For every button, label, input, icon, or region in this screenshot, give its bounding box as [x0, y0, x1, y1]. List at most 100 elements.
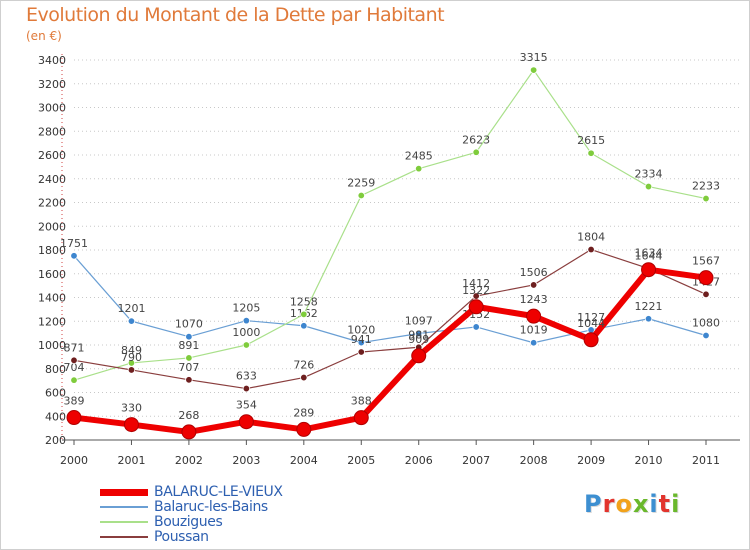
data-label-balaruc-les-bains: 1751 — [60, 237, 88, 250]
data-point-bouzigues — [300, 310, 308, 319]
data-label-bouzigues: 849 — [121, 344, 142, 357]
data-label-poussan: 871 — [64, 341, 85, 354]
data-point-balaruc-le-vieux — [526, 308, 542, 324]
y-tick-label: 1600 — [38, 268, 66, 281]
data-label-bouzigues: 891 — [178, 339, 199, 352]
data-point-bouzigues — [242, 341, 251, 349]
x-tick-label: 2007 — [462, 454, 490, 467]
data-label-bouzigues: 704 — [64, 361, 85, 374]
data-point-poussan — [529, 281, 538, 289]
data-label-balaruc-les-bains: 1097 — [405, 314, 433, 327]
series-line-balaruc-les-bains — [73, 255, 707, 344]
data-point-balaruc-le-vieux — [181, 424, 197, 440]
data-point-bouzigues — [185, 354, 193, 362]
y-tick-label: 2000 — [38, 220, 66, 233]
x-tick-label: 2006 — [405, 454, 433, 467]
data-label-balaruc-le-vieux: 268 — [178, 409, 199, 422]
data-label-balaruc-les-bains: 1127 — [577, 311, 605, 324]
data-label-balaruc-le-vieux: 1243 — [520, 293, 548, 306]
data-label-balaruc-le-vieux: 909 — [408, 333, 429, 346]
data-point-bouzigues — [472, 148, 480, 156]
data-label-poussan: 790 — [121, 351, 142, 364]
data-point-balaruc-le-vieux — [123, 417, 139, 433]
data-label-balaruc-le-vieux: 330 — [121, 402, 142, 415]
x-tick-label: 2009 — [577, 454, 605, 467]
data-label-balaruc-le-vieux: 354 — [236, 399, 257, 412]
data-point-bouzigues — [357, 191, 365, 200]
data-label-bouzigues: 2615 — [577, 134, 605, 147]
data-point-balaruc-les-bains — [242, 316, 251, 325]
legend-label-balaruc-les-bains: Balaruc-les-Bains — [154, 499, 268, 515]
x-tick-label: 2001 — [117, 454, 145, 467]
logo-letter: r — [602, 490, 616, 518]
y-tick-label: 3400 — [38, 54, 66, 67]
x-tick-label: 2010 — [635, 454, 663, 467]
data-point-balaruc-les-bains — [70, 252, 78, 260]
data-label-bouzigues: 2334 — [635, 168, 663, 181]
data-point-bouzigues — [644, 182, 653, 191]
data-point-bouzigues — [702, 194, 710, 203]
data-point-poussan — [357, 348, 365, 356]
data-label-balaruc-le-vieux: 289 — [293, 406, 314, 419]
data-label-poussan: 1804 — [577, 231, 605, 244]
y-tick-label: 800 — [45, 363, 66, 376]
data-point-balaruc-les-bains — [702, 331, 710, 340]
y-tick-label: 3000 — [38, 102, 66, 115]
logo-letter: o — [615, 490, 633, 518]
data-label-bouzigues: 1000 — [232, 326, 260, 339]
data-point-bouzigues — [529, 66, 538, 74]
data-point-bouzigues — [127, 359, 136, 367]
legend-swatch-balaruc-le-vieux — [100, 488, 148, 496]
logo-letter: t — [658, 490, 672, 518]
y-tick-label: 2600 — [38, 149, 66, 162]
data-label-poussan: 633 — [236, 370, 257, 383]
data-point-balaruc-les-bains — [185, 332, 193, 341]
data-point-balaruc-le-vieux — [66, 410, 82, 426]
data-label-balaruc-le-vieux: 1044 — [577, 317, 605, 330]
data-point-balaruc-les-bains — [415, 329, 423, 338]
y-tick-label: 3200 — [38, 78, 66, 91]
data-label-poussan: 941 — [351, 333, 372, 346]
legend-label-bouzigues: Bouzigues — [154, 514, 223, 530]
y-tick-label: 1800 — [38, 244, 66, 257]
data-point-balaruc-les-bains — [644, 315, 653, 323]
data-label-balaruc-les-bains: 1221 — [635, 300, 663, 313]
data-point-balaruc-les-bains — [300, 322, 308, 330]
y-tick-label: 2800 — [38, 125, 66, 138]
y-tick-label: 1400 — [38, 292, 66, 305]
x-tick-label: 2000 — [60, 454, 88, 467]
data-label-poussan: 1506 — [520, 266, 548, 279]
x-tick-label: 2003 — [232, 454, 260, 467]
data-label-bouzigues: 2233 — [692, 180, 720, 193]
data-point-balaruc-le-vieux — [641, 262, 657, 278]
logo-letter: i — [671, 490, 681, 518]
data-label-bouzigues: 1258 — [290, 295, 318, 308]
data-point-poussan — [70, 356, 78, 365]
data-point-poussan — [300, 373, 308, 382]
y-tick-label: 1000 — [38, 339, 66, 352]
x-tick-label: 2002 — [175, 454, 203, 467]
y-tick-label: 200 — [45, 434, 66, 447]
data-label-poussan: 707 — [178, 361, 199, 374]
y-unit-label: (en €) — [26, 29, 62, 43]
data-point-poussan — [587, 245, 595, 254]
data-label-poussan: 981 — [408, 328, 429, 341]
x-tick-label: 2011 — [692, 454, 720, 467]
data-label-balaruc-le-vieux: 1567 — [692, 255, 720, 268]
data-label-bouzigues: 2623 — [462, 133, 490, 146]
data-point-balaruc-les-bains — [529, 339, 538, 347]
data-point-balaruc-le-vieux — [238, 414, 254, 430]
data-label-balaruc-le-vieux: 388 — [351, 395, 372, 408]
data-point-poussan — [242, 384, 251, 393]
logo-letter: i — [649, 490, 659, 518]
data-point-balaruc-le-vieux — [468, 299, 484, 315]
data-point-balaruc-le-vieux — [353, 410, 369, 426]
legend-label-balaruc-le-vieux: BALARUC-LE-VIEUX — [154, 484, 283, 500]
data-label-bouzigues: 2259 — [347, 176, 375, 189]
data-point-bouzigues — [415, 164, 423, 173]
data-label-poussan: 726 — [293, 359, 314, 372]
data-label-balaruc-les-bains: 1070 — [175, 318, 203, 331]
y-tick-label: 400 — [45, 410, 66, 423]
